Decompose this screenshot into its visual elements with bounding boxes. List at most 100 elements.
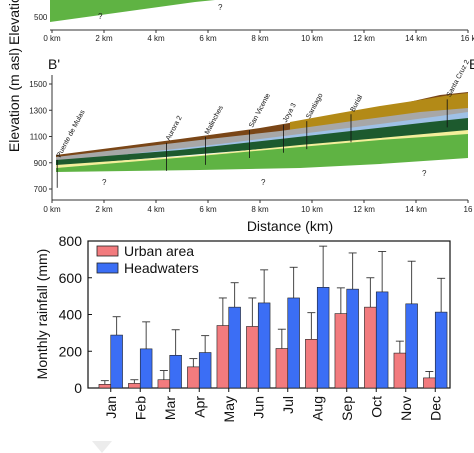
rainfall-y-tick-label: 800 — [59, 233, 83, 249]
rainfall-x-tick-label: May — [221, 396, 237, 422]
rainfall-y-tick-label: 200 — [59, 343, 83, 359]
bar-headwaters — [405, 303, 418, 389]
rainfall-x-tick-label: Jan — [103, 396, 119, 419]
legend-label-headwaters: Headwaters — [124, 260, 199, 276]
top-x-tick-label: 14 km — [405, 34, 427, 43]
top-fragment-y-label: Elevation (m a.s — [6, 0, 22, 45]
watermark-shape — [92, 441, 112, 453]
section-x-tick-label: 14 km — [405, 205, 427, 214]
bar-headwaters — [316, 287, 330, 389]
section-unknown-mark-1: ? — [102, 178, 107, 187]
rainfall-y-tick-label: 0 — [74, 380, 82, 396]
bar-headwaters — [198, 352, 212, 389]
rainfall-x-tick-label: Dec — [427, 396, 443, 421]
top-x-tick-label: 0 km — [43, 34, 61, 43]
top-x-tick-label: 8 km — [251, 34, 269, 43]
bar-urban — [246, 326, 259, 389]
top-fragment-unknown-mark-2: ? — [218, 3, 223, 12]
legend: Urban area Headwaters — [96, 243, 199, 276]
bar-headwaters — [169, 354, 182, 389]
bar-urban — [275, 348, 289, 389]
top-fragment-ytick: 500 — [34, 13, 48, 22]
well-label: San Vicente — [248, 92, 272, 129]
rainfall-x-tick-label: Sep — [339, 396, 355, 421]
layer-gray — [56, 108, 468, 162]
section-x-tick-label: 10 km — [301, 205, 323, 214]
top-x-tick-label: 10 km — [301, 34, 323, 43]
well-label: Malinches — [204, 104, 225, 136]
section-unknown-mark-3: ? — [422, 169, 427, 178]
bar-urban — [364, 306, 377, 389]
section-y-tick-label: 1500 — [29, 80, 47, 89]
bar-urban — [393, 352, 407, 389]
bar-headwaters — [287, 297, 300, 389]
section-x-tick-label: 4 km — [147, 205, 165, 214]
section-y-ticks: 700 900 1100 1300 1500 — [29, 80, 52, 194]
layer-yellow — [56, 130, 468, 168]
section-y-tick-label: 700 — [34, 185, 48, 194]
section-x-tick-label: 2 km — [95, 205, 113, 214]
section-x-tick-label: 12 km — [353, 205, 375, 214]
rainfall-x-tick-label: Aug — [309, 396, 325, 421]
bar-headwaters — [346, 288, 359, 389]
section-x-tick-label: 8 km — [251, 205, 269, 214]
section-x-tick-label: 6 km — [199, 205, 217, 214]
bar-urban — [157, 379, 171, 389]
bar-urban — [216, 325, 230, 389]
top-fragment-ground-layer — [50, 0, 215, 22]
layer-dark-green — [56, 118, 468, 166]
top-x-tick-label: 4 km — [147, 34, 165, 43]
section-right-label: B — [469, 56, 474, 72]
legend-swatch-headwaters — [96, 262, 119, 274]
rainfall-y-ticks: 0 200 400 600 800 — [59, 233, 92, 396]
rainfall-chart: 0 200 400 600 800 Jan Feb Mar Apr May Jun Jul Aug Se… — [34, 233, 451, 422]
legend-label-urban: Urban area — [124, 243, 194, 259]
rainfall-x-tick-label: Oct — [368, 396, 384, 418]
bar-headwaters — [434, 311, 448, 389]
section-unknown-mark-2: ? — [261, 178, 266, 187]
section-left-label: B' — [48, 56, 60, 72]
well-label: Aurora 2 — [165, 115, 184, 142]
bar-urban — [187, 366, 200, 389]
section-y-tick-label: 1300 — [29, 106, 47, 115]
top-x-tick-label: 16 k — [460, 34, 474, 43]
bar-urban — [98, 384, 112, 389]
well-label: Santiago — [305, 92, 324, 120]
section-x-ticks: 0 km 2 km 4 km 6 km 8 km 10 km 12 km 14 km 16 — [43, 200, 473, 214]
section-x-tick-label: 0 km — [43, 205, 61, 214]
rainfall-y-tick-label: 600 — [59, 270, 83, 286]
bar-urban — [305, 339, 318, 389]
rainfall-error-bars — [100, 245, 446, 385]
top-x-tick-label: 12 km — [353, 34, 375, 43]
layer-brown — [56, 92, 468, 160]
rainfall-y-tick-label: 400 — [59, 307, 83, 323]
rainfall-bars — [98, 287, 448, 389]
rainfall-x-tick-label: Jul — [280, 396, 296, 414]
legend-swatch-urban — [96, 245, 119, 257]
bar-headwaters — [257, 302, 271, 389]
top-fragment-unknown-mark-1: ? — [98, 12, 103, 21]
bar-urban — [128, 383, 141, 389]
bar-urban — [334, 313, 348, 389]
top-section-fragment: 500 ? ? 0 km 2 km 4 km 6 km 8 km 10 km 12 km 14… — [6, 0, 474, 45]
rainfall-x-ticks: Jan Feb Mar Apr May Jun Jul Aug Sep Oct Nov Dec — [103, 388, 443, 422]
rainfall-x-tick-label: Nov — [398, 396, 414, 421]
rainfall-x-tick-label: Jun — [250, 396, 266, 419]
bar-headwaters — [139, 348, 153, 389]
bar-urban — [423, 377, 436, 389]
top-x-tick-label: 2 km — [95, 34, 113, 43]
well-label: Joya 3 — [282, 102, 298, 124]
bar-headwaters — [375, 291, 389, 389]
rainfall-x-tick-label: Apr — [191, 396, 207, 418]
rainfall-x-tick-label: Feb — [132, 396, 148, 420]
section-x-tick-label: 16 — [464, 205, 473, 214]
top-fragment-x-ticks: 0 km 2 km 4 km 6 km 8 km 10 km 12 km 14 km 16 k — [43, 30, 474, 43]
section-y-tick-label: 1100 — [30, 133, 48, 142]
cross-section: B' B 700 900 1100 1300 1500 Puente de Mulas A… — [29, 56, 474, 234]
section-y-label: Elevation (m asl) — [6, 48, 22, 152]
layer-base-green — [56, 134, 468, 172]
section-x-label: Distance (km) — [247, 218, 333, 234]
bar-headwaters — [228, 306, 241, 389]
top-x-tick-label: 6 km — [199, 34, 217, 43]
